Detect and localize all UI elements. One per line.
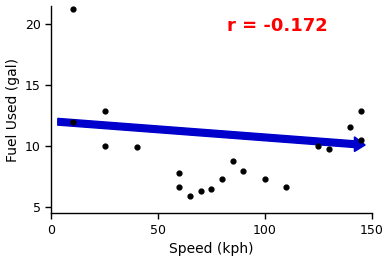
Point xyxy=(358,109,364,113)
Y-axis label: Fuel Used (gal): Fuel Used (gal) xyxy=(5,58,19,161)
Point xyxy=(102,144,108,148)
Point xyxy=(70,120,76,124)
Point xyxy=(176,171,182,175)
Point xyxy=(326,146,332,151)
Point xyxy=(102,109,108,113)
X-axis label: Speed (kph): Speed (kph) xyxy=(169,242,254,256)
Point xyxy=(70,7,76,11)
Point xyxy=(240,168,247,173)
Point xyxy=(315,144,321,148)
Point xyxy=(219,177,225,181)
Point xyxy=(230,159,236,163)
Point xyxy=(283,184,289,189)
Point xyxy=(262,177,268,181)
Point xyxy=(358,138,364,142)
Point xyxy=(209,187,215,191)
Point xyxy=(187,194,193,198)
Point xyxy=(134,145,140,150)
Point xyxy=(347,124,353,129)
Point xyxy=(198,189,204,194)
FancyArrow shape xyxy=(58,118,365,151)
Point xyxy=(176,184,182,189)
Text: r = -0.172: r = -0.172 xyxy=(228,17,328,35)
